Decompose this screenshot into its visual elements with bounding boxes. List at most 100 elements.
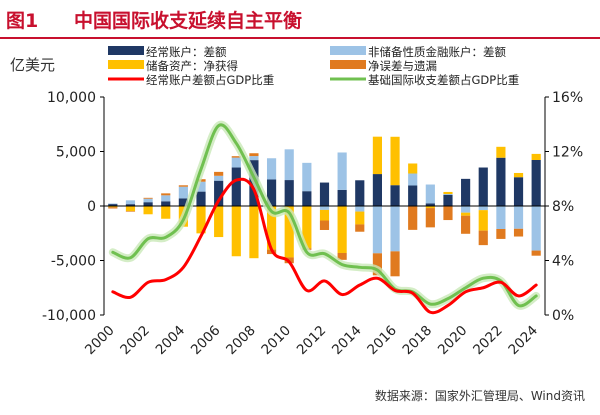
bar-current-account bbox=[390, 185, 400, 206]
left-axis-tick-label: 10,000 bbox=[47, 90, 96, 106]
bar-current-account bbox=[461, 178, 471, 206]
bar-errors-omissions bbox=[108, 207, 118, 209]
legend-swatch-reserve-assets bbox=[108, 60, 144, 69]
bar-non-reserve-financial bbox=[408, 173, 418, 186]
bar-reserve-assets bbox=[266, 206, 277, 250]
x-axis-tick-label: 2018 bbox=[400, 323, 436, 359]
bar-non-reserve-financial bbox=[478, 206, 488, 211]
bar-current-account bbox=[531, 160, 541, 206]
bar-reserve-assets bbox=[513, 172, 524, 178]
x-axis-tick-label: 2024 bbox=[505, 323, 541, 359]
bar-current-account bbox=[355, 180, 365, 206]
legend-swatch-current-account bbox=[108, 46, 144, 55]
bar-reserve-assets bbox=[249, 206, 259, 259]
bar-non-reserve-financial bbox=[461, 206, 471, 213]
bar-current-account bbox=[513, 177, 524, 206]
bar-non-reserve-financial bbox=[302, 162, 312, 192]
figure-title: 中国国际收支延续自主平衡 bbox=[74, 9, 302, 32]
bar-reserve-assets bbox=[408, 163, 418, 174]
bar-reserve-assets bbox=[319, 209, 330, 221]
x-axis-tick-label: 2010 bbox=[258, 323, 294, 359]
bar-reserve-assets bbox=[461, 212, 471, 216]
bar-reserve-assets bbox=[125, 206, 136, 212]
left-axis-tick-label: -10,000 bbox=[42, 308, 96, 324]
bar-errors-omissions bbox=[496, 229, 506, 239]
bar-errors-omissions bbox=[231, 156, 241, 158]
bar-current-account bbox=[266, 179, 277, 206]
bar-errors-omissions bbox=[461, 215, 471, 234]
bar-errors-omissions bbox=[513, 228, 524, 237]
bar-errors-omissions bbox=[214, 171, 224, 176]
bar-current-account bbox=[178, 198, 188, 206]
bar-reserve-assets bbox=[108, 206, 118, 208]
x-axis-tick-label: 2020 bbox=[435, 323, 471, 359]
left-axis-tick-label: -5,000 bbox=[51, 254, 96, 270]
bar-reserve-assets bbox=[284, 206, 294, 258]
bar-current-account bbox=[425, 203, 435, 206]
right-axis-tick-label: 12% bbox=[552, 145, 583, 161]
bar-errors-omissions bbox=[125, 211, 136, 212]
legend-label-ca-gdp: 经常账户差额占GDP比重 bbox=[146, 73, 274, 87]
bar-non-reserve-financial bbox=[443, 194, 453, 195]
bar-non-reserve-financial bbox=[372, 206, 382, 254]
bar-current-account bbox=[108, 203, 118, 206]
bar-non-reserve-financial bbox=[196, 181, 206, 192]
bar-current-account bbox=[161, 201, 171, 206]
bar-non-reserve-financial bbox=[143, 198, 153, 203]
bar-reserve-assets bbox=[196, 206, 206, 234]
bar-errors-omissions bbox=[178, 185, 188, 187]
bar-current-account bbox=[408, 185, 418, 206]
source-note: 数据来源：国家外汇管理局、Wind资讯 bbox=[375, 388, 585, 403]
bar-non-reserve-financial bbox=[319, 206, 330, 210]
legend-label-basic-bop-gdp: 基础国际收支差额占GDP比重 bbox=[368, 73, 519, 87]
bar-current-account bbox=[302, 191, 312, 206]
bar-errors-omissions bbox=[249, 153, 259, 157]
right-axis-tick-label: 4% bbox=[552, 254, 574, 270]
bar-errors-omissions bbox=[372, 253, 382, 276]
bar-errors-omissions bbox=[161, 193, 171, 196]
bar-current-account bbox=[496, 157, 506, 206]
bar-reserve-assets bbox=[443, 191, 453, 195]
bar-errors-omissions bbox=[531, 250, 541, 256]
bar-errors-omissions bbox=[425, 208, 435, 228]
x-axis-tick-label: 2000 bbox=[82, 323, 118, 359]
bar-non-reserve-financial bbox=[178, 186, 188, 199]
bar-non-reserve-financial bbox=[125, 200, 136, 205]
bar-current-account bbox=[478, 167, 488, 206]
bar-errors-omissions bbox=[319, 220, 330, 230]
bar-non-reserve-financial bbox=[390, 206, 400, 252]
right-axis-tick-label: 0% bbox=[552, 308, 574, 324]
legend-label-non-reserve-financial: 非储备性质金融账户：差额 bbox=[368, 45, 506, 59]
bar-current-account bbox=[125, 204, 136, 206]
bar-reserve-assets bbox=[390, 136, 400, 186]
legend-swatch-errors-omissions bbox=[330, 60, 366, 69]
bar-non-reserve-financial bbox=[161, 195, 171, 202]
bar-reserve-assets bbox=[355, 211, 365, 225]
legend-label-reserve-assets: 储备资产：净获得 bbox=[146, 59, 238, 73]
x-axis-tick-label: 2008 bbox=[223, 323, 259, 359]
x-axis-tick-label: 2002 bbox=[117, 323, 153, 359]
legend: 经常账户：差额 非储备性质金融账户：差额 储备资产：净获得 净误差与遗漏 经常账… bbox=[108, 45, 519, 87]
bar-non-reserve-financial bbox=[337, 152, 347, 190]
line-ca-gdp bbox=[111, 177, 538, 315]
bar-reserve-assets bbox=[496, 146, 506, 158]
bar-reserve-assets bbox=[531, 153, 541, 160]
bar-reserve-assets bbox=[372, 136, 382, 175]
bar-current-account bbox=[372, 174, 382, 206]
bar-reserve-assets bbox=[478, 210, 488, 231]
x-axis-tick-label: 2004 bbox=[153, 323, 189, 359]
bar-errors-omissions bbox=[443, 206, 453, 221]
bar-errors-omissions bbox=[390, 251, 400, 277]
bar-current-account bbox=[319, 182, 330, 206]
bar-reserve-assets bbox=[302, 206, 312, 249]
bar-errors-omissions bbox=[478, 230, 488, 246]
bar-non-reserve-financial bbox=[108, 203, 118, 205]
bar-current-account bbox=[196, 191, 206, 206]
legend-label-current-account: 经常账户：差额 bbox=[146, 45, 227, 59]
bar-errors-omissions bbox=[408, 206, 418, 230]
legend-swatch-non-reserve-financial bbox=[330, 46, 366, 55]
x-axis-tick-label: 2016 bbox=[364, 323, 400, 359]
bar-non-reserve-financial bbox=[496, 206, 506, 229]
bar-current-account bbox=[231, 167, 241, 206]
